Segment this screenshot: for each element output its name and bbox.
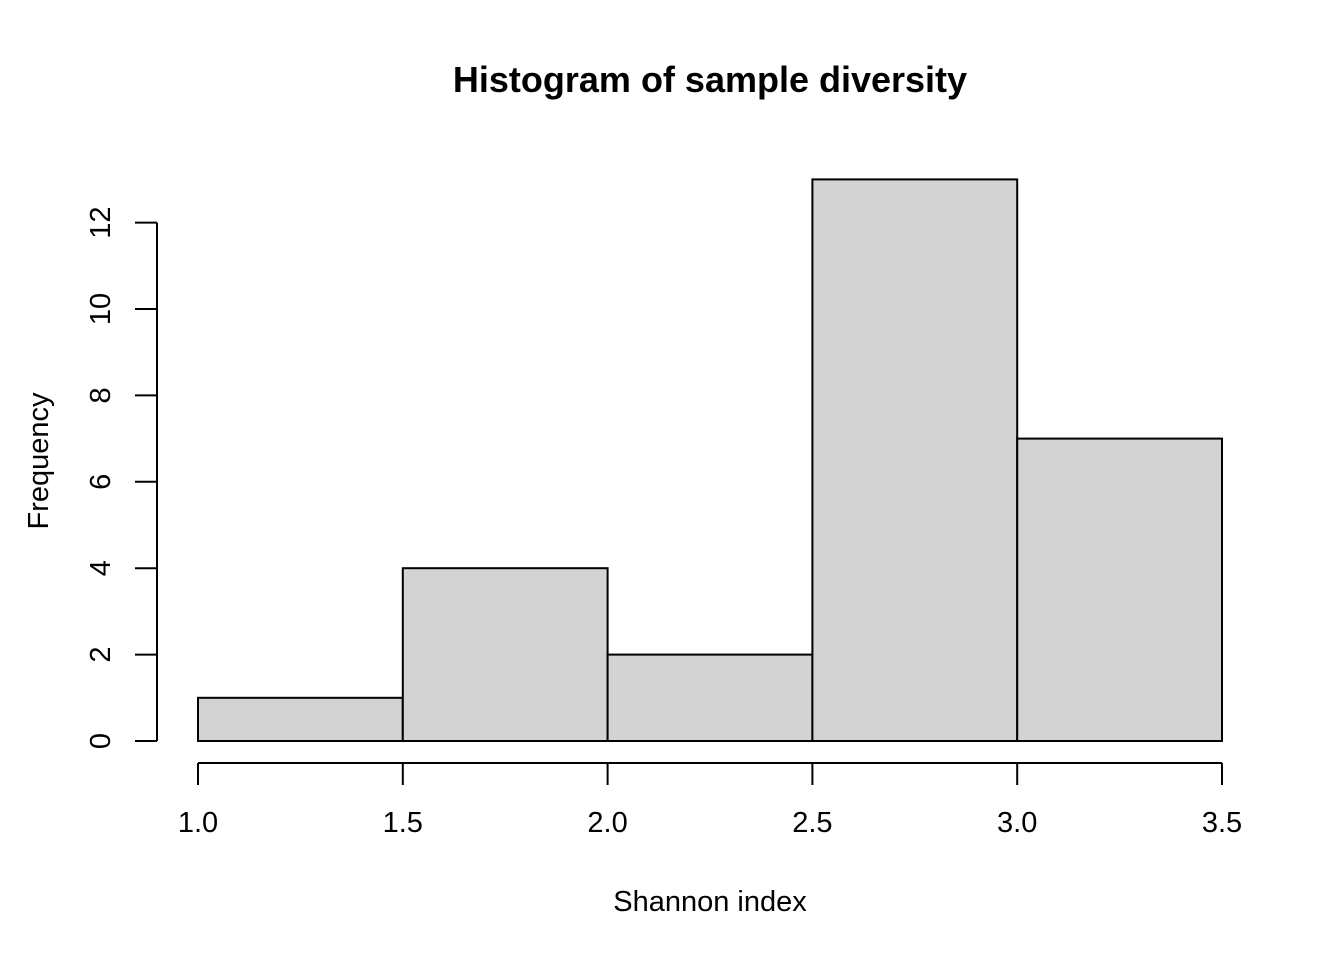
y-tick-label: 6	[85, 474, 117, 490]
x-tick-label: 1.0	[178, 807, 218, 839]
bars-group	[197, 178, 1224, 743]
chart-title: Histogram of sample diversity	[453, 59, 967, 100]
x-tick-label: 1.5	[383, 807, 423, 839]
x-tick-label: 2.5	[792, 807, 832, 839]
y-tick-label: 2	[85, 647, 117, 663]
histogram-bar-2	[606, 653, 814, 742]
histogram-bar-4	[1016, 437, 1224, 742]
y-tick-label: 12	[85, 206, 117, 238]
x-tick-label: 3.5	[1202, 807, 1242, 839]
y-axis: 0 2 4 6 8 10 12	[85, 206, 158, 749]
histogram-bar-1	[401, 567, 609, 743]
y-axis-label: Frequency	[23, 392, 55, 530]
histogram-bar-0	[197, 696, 404, 742]
histogram-bar-3	[811, 178, 1019, 742]
x-axis: 1.0 1.5 2.0 2.5 3.0 3.5	[178, 762, 1242, 839]
x-tick-label: 2.0	[587, 807, 627, 839]
y-tick-label: 10	[85, 293, 117, 325]
y-tick-label: 4	[85, 560, 117, 576]
x-axis-label: Shannon index	[613, 886, 807, 918]
x-tick-label: 3.0	[997, 807, 1037, 839]
y-tick-label: 8	[85, 387, 117, 403]
y-tick-label: 0	[85, 733, 117, 749]
